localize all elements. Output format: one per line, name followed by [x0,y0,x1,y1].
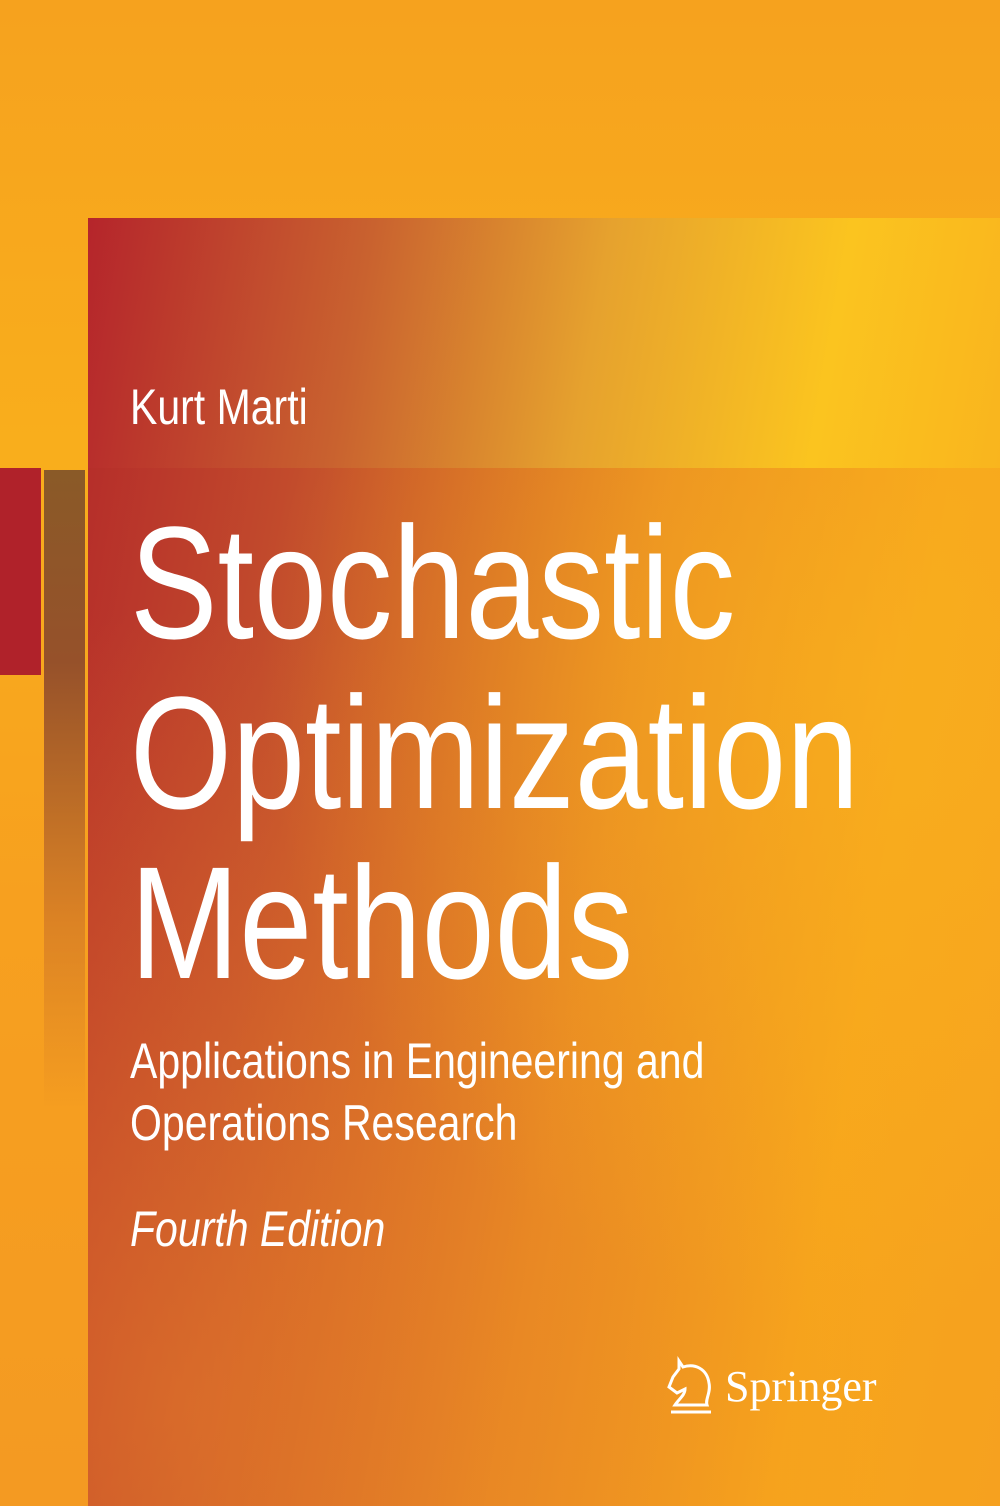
publisher-logo: Springer [665,1355,877,1417]
author-band [88,218,1000,468]
title-line-3: Methods [130,833,634,1012]
publisher-name: Springer [725,1361,877,1411]
subtitle-line-1: Applications in Engineering and [130,1033,705,1089]
edition: Fourth Edition [130,1201,386,1257]
panel-glow [88,468,1000,1506]
title-line-2: Optimization [130,663,860,842]
brown-strip [44,470,85,1110]
red-strip [0,468,41,675]
subtitle: Applications in Engineering and Operatio… [130,1030,704,1154]
springer-horse-icon [667,1356,711,1414]
title-line-1: Stochastic [130,493,736,672]
subtitle-line-2: Operations Research [130,1095,518,1151]
author-name: Kurt Marti [130,379,308,435]
